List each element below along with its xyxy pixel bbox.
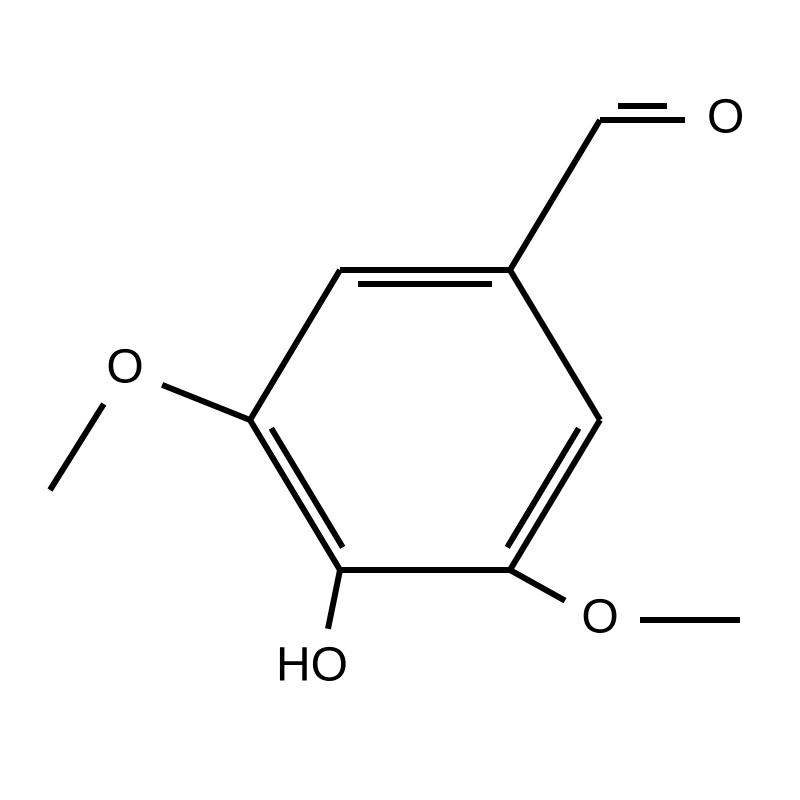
bond-line	[510, 120, 600, 270]
bonds-group	[50, 106, 740, 629]
bond-line	[162, 385, 250, 420]
atom-label-O11: HO	[276, 639, 348, 692]
bond-line	[328, 570, 340, 629]
bond-line	[510, 420, 600, 570]
chemical-structure-diagram: O O HO O	[0, 0, 800, 800]
bond-line	[50, 404, 104, 490]
atom-label-O8: O	[707, 91, 744, 144]
bond-line	[507, 428, 578, 547]
bond-line	[271, 428, 342, 547]
atom-label-O12: O	[106, 341, 143, 394]
atom-labels-group: O O HO O	[106, 91, 744, 692]
bond-line	[510, 270, 600, 420]
bond-line	[250, 270, 340, 420]
bond-line	[250, 420, 340, 570]
atom-label-O9: O	[581, 591, 618, 644]
bond-line	[510, 570, 565, 601]
